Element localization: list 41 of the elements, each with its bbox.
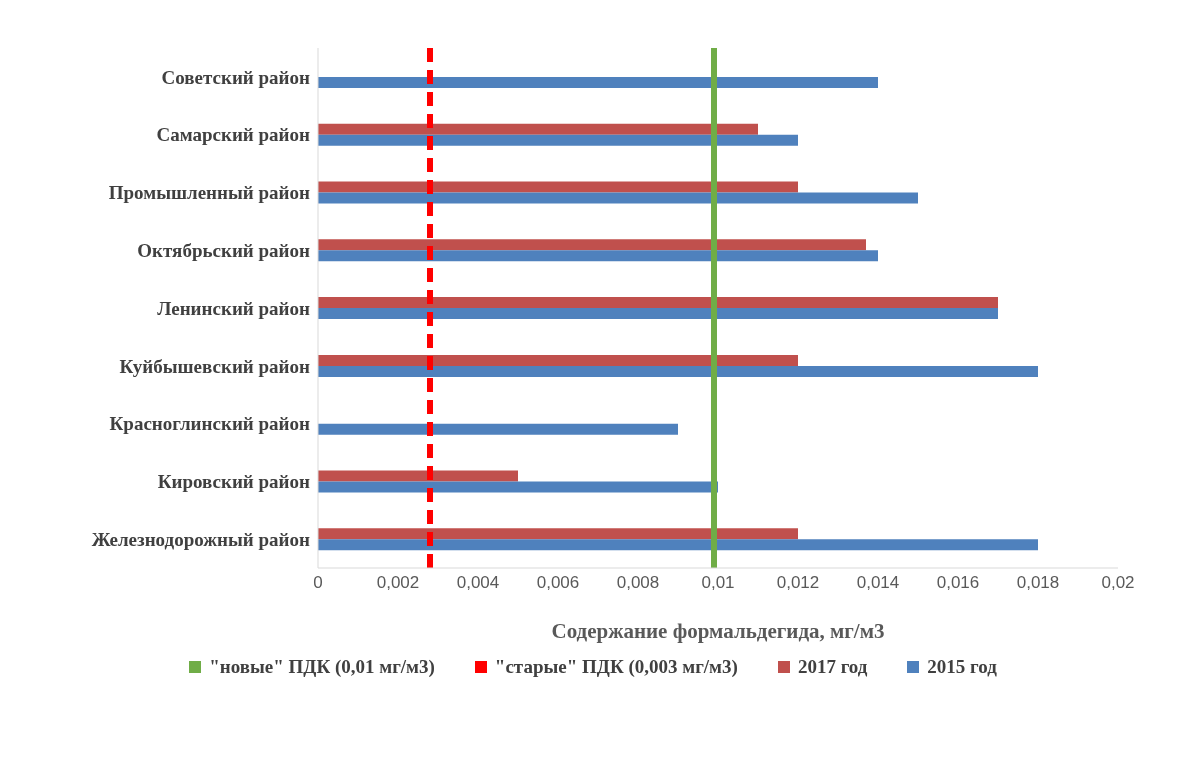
x-tick-label: 0,008 <box>616 573 660 593</box>
bar <box>318 365 1038 377</box>
y-tick-label: Кировский район <box>157 471 311 493</box>
legend-label: 2017 год <box>796 656 868 678</box>
bar <box>318 308 998 320</box>
y-tick-label: Красноглинский район <box>109 413 311 435</box>
x-axis-title: Содержание формальдегида, мг/м3 <box>551 619 885 643</box>
legend-label: "новые" ПДК (0,01 мг/м3) <box>208 656 435 678</box>
y-tick-label: Октябрьский район <box>137 239 311 261</box>
bar <box>318 481 718 493</box>
x-tick-label: 0 <box>313 573 323 593</box>
bar <box>318 77 878 88</box>
bar <box>318 297 998 309</box>
y-tick-label: Ленинский район <box>157 297 311 319</box>
legend-label: "старые" ПДК (0,003 мг/м3) <box>493 656 738 678</box>
x-tick-label: 0,016 <box>936 573 980 593</box>
bar <box>318 423 678 435</box>
bar <box>318 539 1038 551</box>
y-tick-label: Куйбышевский район <box>119 355 311 377</box>
bar <box>318 354 798 366</box>
y-tick-label: Железнодорожный район <box>91 528 311 550</box>
legend-label: 2015 год <box>926 656 997 678</box>
y-tick-label: Промышленный район <box>108 182 311 204</box>
x-tick-label: 0,014 <box>856 573 900 593</box>
x-tick-label: 0,012 <box>776 573 820 593</box>
y-tick-label: Самарский район <box>156 124 311 146</box>
x-tick-label: 0,02 <box>1101 573 1135 593</box>
bar <box>318 528 798 540</box>
bar <box>318 181 798 193</box>
x-tick-label: 0,01 <box>701 573 735 593</box>
bar <box>318 470 518 482</box>
bar <box>318 239 866 251</box>
x-tick-label: 0,004 <box>456 573 500 593</box>
x-tick-label: 0,002 <box>376 573 420 593</box>
bar <box>318 250 878 262</box>
x-tick-label: 0,018 <box>1016 573 1060 593</box>
bar <box>318 134 798 146</box>
bar <box>318 192 918 204</box>
bar <box>318 123 758 135</box>
x-tick-label: 0,006 <box>536 573 580 593</box>
y-tick-label: Советский район <box>161 66 311 88</box>
